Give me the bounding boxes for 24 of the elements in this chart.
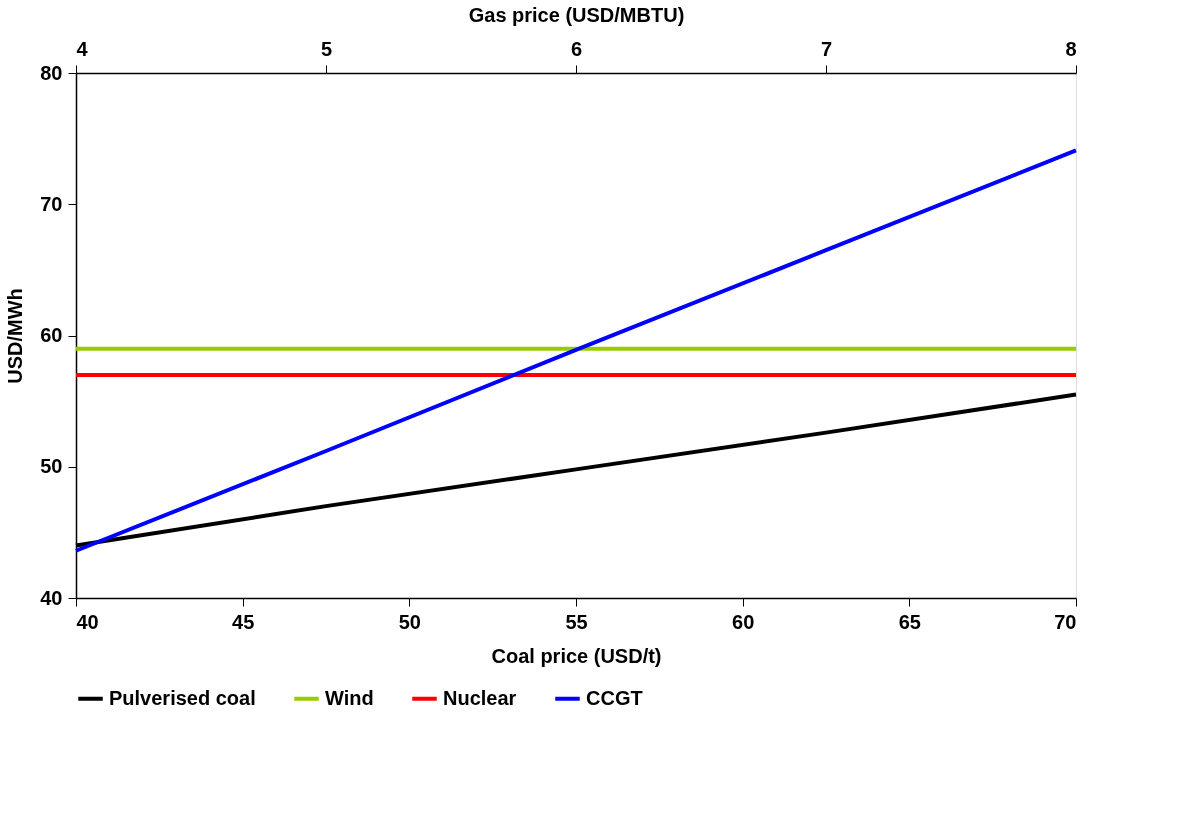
y-tick-label: 60: [40, 324, 63, 346]
x2-tick-label: 4: [76, 37, 89, 60]
x-axis-title: Coal price (USD/t): [491, 644, 662, 667]
x-tick-label: 45: [232, 610, 255, 633]
y-tick-label: 50: [40, 455, 63, 478]
x-tick-label: 65: [898, 610, 921, 633]
y-axis-title: USD/MWh: [4, 288, 27, 384]
y-tick-label: 80: [40, 61, 63, 84]
x2-tick-label: 8: [1065, 37, 1077, 60]
x-tick-label: 70: [1054, 610, 1077, 633]
x-tick-label: 55: [565, 610, 588, 633]
x2-axis-title: Gas price (USD/MBTU): [468, 3, 685, 26]
x-tick-label: 40: [76, 610, 99, 633]
legend-label: Pulverised coal: [109, 686, 256, 709]
legend-label: CCGT: [586, 686, 643, 709]
x-tick-label: 60: [732, 610, 755, 633]
legend-label: Nuclear: [443, 686, 517, 709]
y-tick-label: 40: [40, 586, 63, 609]
x2-tick-label: 5: [320, 37, 333, 60]
legend-label: Wind: [325, 686, 374, 709]
y-tick-label: 70: [40, 192, 63, 215]
x2-tick-label: 7: [820, 37, 833, 60]
x-tick-label: 50: [398, 610, 421, 633]
x2-tick-label: 6: [570, 37, 583, 60]
